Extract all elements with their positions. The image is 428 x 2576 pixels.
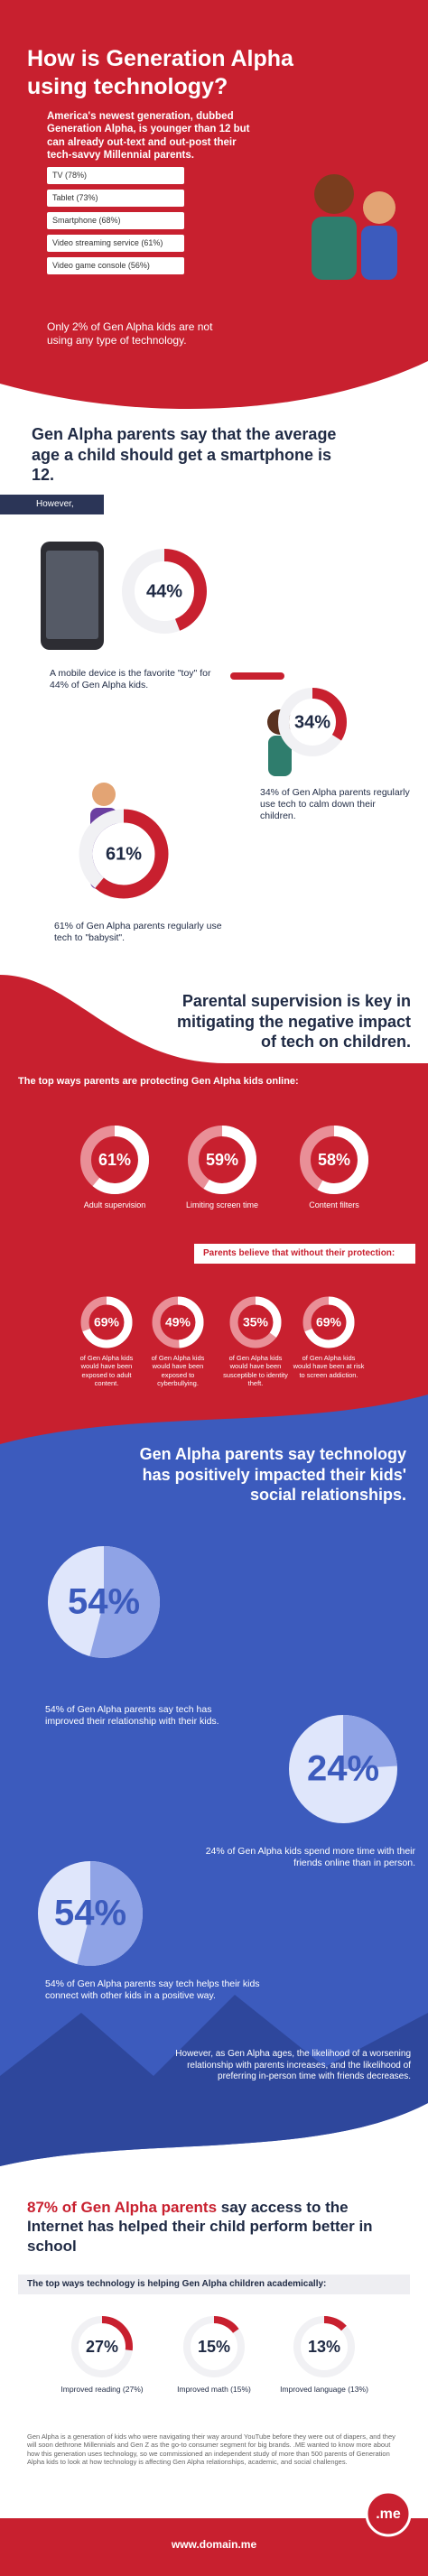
note: However, as Gen Alpha ages, the likeliho… (175, 2049, 411, 2081)
footnote: Gen Alpha is a generation of kids who we… (27, 2432, 395, 2467)
donut-arc (300, 1126, 368, 1194)
pie-label: 54% (54, 1894, 126, 1933)
risk-text: of Gen Alpha kids would have been at ris… (293, 1354, 365, 1379)
donut-center (160, 1304, 196, 1340)
logo: .me (376, 2507, 401, 2522)
device-item: Video streaming service (61%) (47, 235, 184, 252)
device-item: TV (78%) (47, 167, 184, 184)
device-item: Tablet (73%) (47, 190, 184, 207)
donut-center (289, 699, 336, 746)
stat-text: 61% of Gen Alpha parents regularly use t… (54, 921, 222, 944)
note: Only 2% of Gen Alpha kids are not using … (47, 320, 213, 347)
phone-screen (46, 551, 98, 639)
donut-center (311, 1304, 347, 1340)
risk-text: of Gen Alpha kids would have been expose… (79, 1354, 134, 1388)
donut-label: 59% (206, 1151, 238, 1169)
stat-text: 34% of Gen Alpha parents regularly use t… (260, 787, 410, 822)
intro: America's newest generation, dubbed Gene… (47, 111, 250, 162)
donut-label: 69% (94, 1315, 120, 1330)
donut-arc (80, 1296, 133, 1348)
footer-band (0, 2518, 428, 2576)
tag: However, (0, 495, 104, 514)
donut-center (301, 2323, 348, 2370)
section-heading: Parental supervision is key in mitigatin… (176, 992, 411, 1051)
donut-arc (278, 688, 347, 756)
subheading: Parents believe that without their prote… (194, 1244, 415, 1264)
logo-badge (365, 2490, 412, 2537)
kid-head (314, 174, 354, 214)
header-band (0, 0, 428, 409)
mountains (0, 1995, 428, 2166)
donut-center (91, 1136, 138, 1183)
heading-part: say access to the Internet has helped th… (27, 2199, 373, 2255)
donut-label: 35% (243, 1315, 269, 1330)
way-label: Improved math (15%) (177, 2385, 251, 2394)
stat-text: 54% of Gen Alpha parents say tech has im… (45, 1704, 219, 1728)
stat-text: 54% of Gen Alpha parents say tech helps … (45, 1978, 260, 2002)
way-label: Limiting screen time (185, 1200, 259, 1209)
url: www.domain.me (171, 2538, 257, 2551)
way-label: Improved language (13%) (280, 2385, 368, 2394)
risk-text: of Gen Alpha kids would have been expose… (151, 1354, 205, 1388)
donut-label: 15% (198, 2338, 230, 2356)
heading-part: 87% of Gen Alpha parents (27, 2199, 218, 2216)
donut-arc (71, 2316, 133, 2377)
subheading: The top ways technology is helping Gen A… (18, 2275, 410, 2294)
donut-center (79, 2323, 126, 2370)
section-heading: 87% of Gen Alpha parents say access to t… (27, 2198, 397, 2256)
donut-center (311, 1136, 358, 1183)
donut-center (135, 561, 194, 621)
donut-label: 49% (165, 1315, 191, 1330)
donut-center (199, 1136, 246, 1183)
donut-arc (152, 1296, 204, 1348)
donut-label: 44% (146, 581, 182, 601)
pie-slice (48, 1546, 160, 1658)
donut-arc (188, 1126, 256, 1194)
kid-body (361, 226, 397, 280)
donut-center (237, 1304, 274, 1340)
donut-label: 13% (308, 2338, 340, 2356)
donut-arc (302, 1296, 355, 1348)
donut-arc (229, 1296, 282, 1348)
donut-arc (122, 549, 207, 634)
kid-head (363, 191, 395, 224)
way-label: Adult supervision (83, 1200, 146, 1209)
pie-slice (38, 1861, 143, 1966)
donut-label: 61% (106, 844, 142, 864)
donut-label: 69% (316, 1315, 342, 1330)
donut-arc (183, 2316, 245, 2377)
way-label: Improved reading (27%) (60, 2385, 144, 2394)
pie-label: 24% (307, 1749, 379, 1789)
way-label: Content filters (309, 1200, 359, 1209)
device-item: Video game console (56%) (47, 257, 184, 274)
donut-arc (293, 2316, 355, 2377)
donut-center (92, 822, 155, 885)
section-heading: Gen Alpha parents say technology has pos… (139, 1445, 406, 1504)
donut-arc (79, 809, 169, 899)
donut-label: 34% (294, 712, 330, 732)
pie-label: 54% (68, 1582, 140, 1622)
donut-center (191, 2323, 237, 2370)
parent-head (92, 783, 116, 806)
pie-slice (289, 1715, 397, 1823)
donut-label: 61% (98, 1151, 131, 1169)
section-heading: Gen Alpha parents say that the average a… (32, 425, 337, 484)
device-item: Smartphone (68%) (47, 212, 184, 229)
stat-text: A mobile device is the favorite "toy" fo… (50, 668, 211, 691)
donut-label: 58% (318, 1151, 350, 1169)
donut-label: 27% (86, 2338, 118, 2356)
kid-body (312, 217, 357, 280)
donut-arc (80, 1126, 149, 1194)
risk-text: of Gen Alpha kids would have been suscep… (223, 1354, 288, 1388)
donut-center (88, 1304, 125, 1340)
title: How is Generation Alpha using technology… (27, 46, 293, 100)
subheading: The top ways parents are protecting Gen … (18, 1076, 299, 1087)
stat-text: 24% of Gen Alpha kids spend more time wi… (205, 1846, 415, 1869)
drone (230, 672, 284, 680)
kid-body (268, 736, 292, 776)
